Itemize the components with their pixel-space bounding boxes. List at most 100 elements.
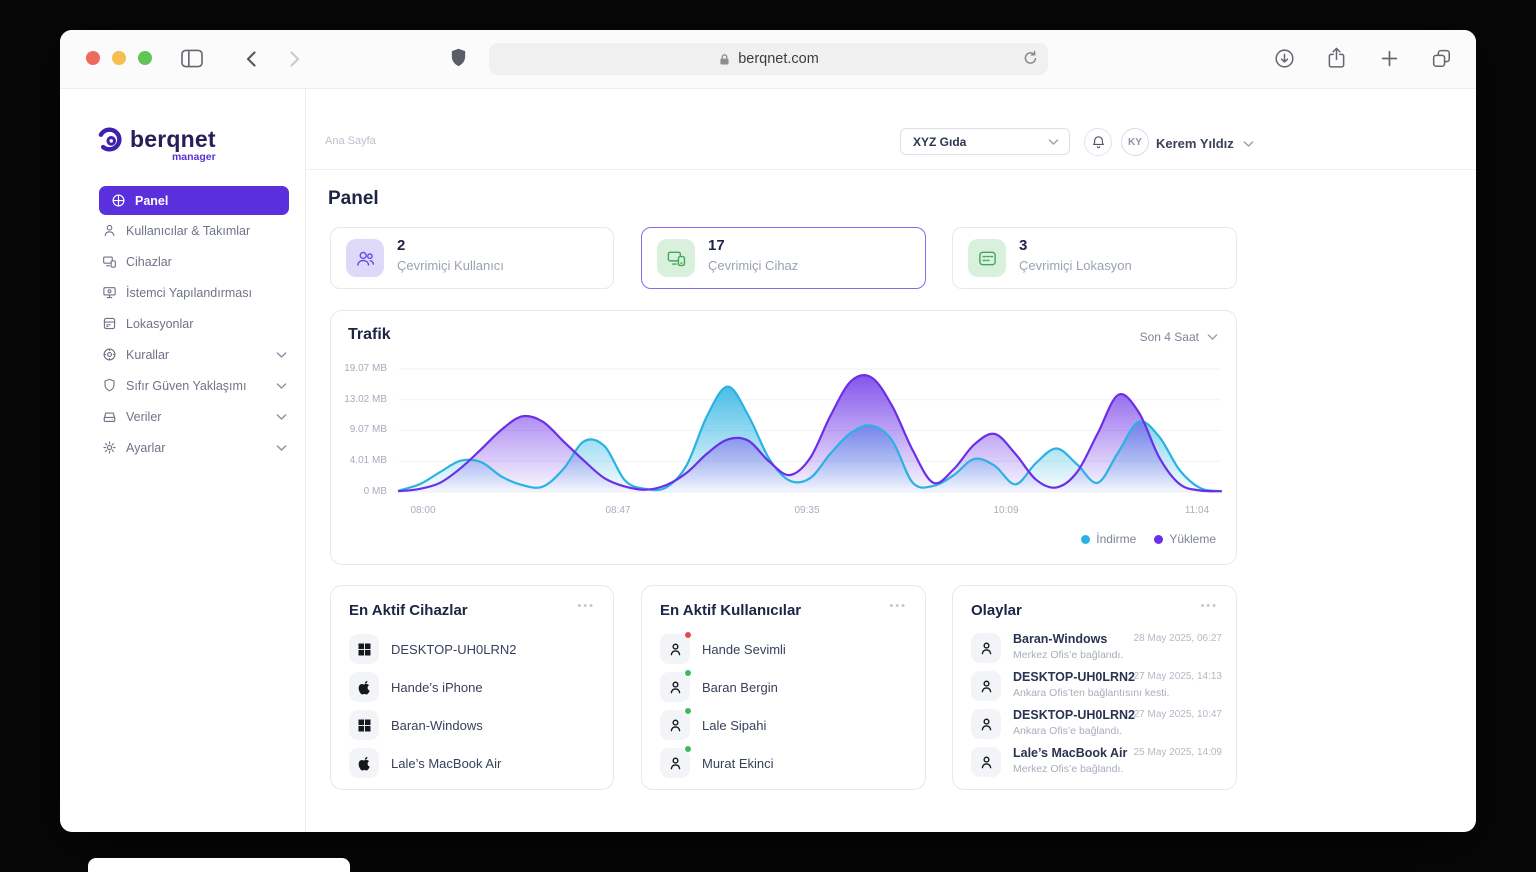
share-icon[interactable] bbox=[1327, 46, 1346, 70]
event-description: Merkez Ofis’e bağlandı. bbox=[1013, 763, 1124, 775]
event-timestamp: 27 May 2025, 10:47 bbox=[1133, 709, 1222, 720]
sidebar-item-label: Kurallar bbox=[126, 347, 170, 362]
url-text: berqnet.com bbox=[738, 51, 819, 67]
avatar[interactable]: KY bbox=[1121, 128, 1149, 156]
device-list-item: Baran-Windows bbox=[349, 706, 599, 744]
reload-icon[interactable] bbox=[1022, 50, 1039, 67]
sidebar-item-locations[interactable]: Lokasyonlar bbox=[99, 308, 289, 339]
person-icon bbox=[660, 669, 692, 702]
sidebar-item-settings[interactable]: Ayarlar bbox=[99, 432, 289, 463]
status-badge bbox=[684, 669, 692, 677]
organization-select[interactable]: XYZ Gıda bbox=[900, 128, 1070, 155]
forward-icon[interactable] bbox=[284, 49, 304, 69]
person-icon bbox=[971, 747, 1001, 777]
event-description: Ankara Ofis’e bağlandı. bbox=[1013, 725, 1123, 737]
sidebar-item-label: Lokasyonlar bbox=[126, 316, 194, 331]
chevron-down-icon bbox=[1048, 138, 1059, 146]
event-description: Ankara Ofis’ten bağlantısını kesti. bbox=[1013, 687, 1170, 699]
more-options-icon[interactable]: ••• bbox=[1200, 600, 1218, 612]
notifications-button[interactable] bbox=[1084, 128, 1112, 156]
back-icon[interactable] bbox=[242, 49, 262, 69]
stat-value: 3 bbox=[1019, 237, 1028, 254]
bell-icon bbox=[1091, 135, 1106, 150]
event-timestamp: 25 May 2025, 14:09 bbox=[1133, 747, 1222, 758]
rules-icon bbox=[102, 347, 117, 362]
status-badge bbox=[684, 631, 692, 639]
avatar-initials: KY bbox=[1128, 136, 1142, 148]
background-window-edge[interactable] bbox=[88, 858, 350, 872]
breadcrumb: Ana Sayfa bbox=[325, 135, 376, 147]
sidebar-item-rules[interactable]: Kurallar bbox=[99, 339, 289, 370]
active-devices-card: En Aktif Cihazlar ••• DESKTOP-UH0LRN2 Ha… bbox=[330, 585, 614, 790]
traffic-card-title: Trafik bbox=[348, 326, 391, 343]
y-axis-tick: 0 MB bbox=[363, 486, 387, 497]
settings-icon bbox=[102, 440, 117, 455]
windows-icon bbox=[349, 634, 379, 664]
new-tab-icon[interactable] bbox=[1380, 49, 1399, 68]
sidebar-toggle-icon[interactable] bbox=[180, 48, 204, 69]
device-list-item: DESKTOP-UH0LRN2 bbox=[349, 630, 599, 668]
time-range-select[interactable]: Son 4 Saat bbox=[1140, 330, 1218, 344]
stat-label: Çevrimiçi Kullanıcı bbox=[397, 258, 504, 273]
event-description: Merkez Ofis’e bağlandı. bbox=[1013, 649, 1124, 661]
berqnet-logo-icon bbox=[96, 126, 123, 153]
minimize-window-button[interactable] bbox=[112, 51, 126, 65]
chevron-down-icon[interactable] bbox=[1243, 140, 1254, 148]
event-list-item: Lale’s MacBook Air Merkez Ofis’e bağland… bbox=[971, 744, 1222, 782]
header-divider bbox=[306, 169, 1476, 170]
sidebar-item-data[interactable]: Veriler bbox=[99, 401, 289, 432]
logo-subtitle: manager bbox=[171, 151, 216, 163]
sidebar-item-client-config[interactable]: İstemci Yapılandırması bbox=[99, 277, 289, 308]
card-title: En Aktif Cihazlar bbox=[349, 602, 468, 619]
card-title: En Aktif Kullanıcılar bbox=[660, 602, 802, 619]
legend-label: İndirme bbox=[1096, 532, 1137, 546]
user-menu[interactable]: Kerem Yıldız bbox=[1156, 136, 1234, 151]
person-icon bbox=[660, 631, 692, 664]
sidebar-item-users-teams[interactable]: Kullanıcılar & Takımlar bbox=[99, 215, 289, 246]
chevron-down-icon bbox=[276, 444, 287, 452]
stat-card-online-users[interactable]: 2 Çevrimiçi Kullanıcı bbox=[330, 227, 614, 289]
stat-value: 2 bbox=[397, 237, 406, 254]
user-list-item: Lale Sipahi bbox=[660, 706, 911, 744]
stat-card-online-devices[interactable]: 17 Çevrimiçi Cihaz bbox=[641, 227, 926, 289]
lock-icon bbox=[718, 53, 731, 66]
stat-card-online-locations[interactable]: 3 Çevrimiçi Lokasyon bbox=[952, 227, 1237, 289]
downloads-icon[interactable] bbox=[1274, 48, 1295, 69]
user-name-text: Baran Bergin bbox=[702, 679, 778, 695]
upload-legend-dot bbox=[1154, 534, 1164, 544]
more-options-icon[interactable]: ••• bbox=[889, 600, 907, 612]
address-bar[interactable]: berqnet.com bbox=[489, 43, 1048, 75]
more-options-icon[interactable]: ••• bbox=[577, 600, 595, 612]
legend-item-download: İndirme bbox=[1081, 532, 1136, 546]
online-devices-icon bbox=[657, 239, 695, 277]
user-list-item: Baran Bergin bbox=[660, 668, 911, 706]
close-window-button[interactable] bbox=[86, 51, 100, 65]
chevron-down-icon bbox=[276, 351, 287, 359]
traffic-card: Trafik Son 4 Saat 19.07 MB 13.02 MB 9.07… bbox=[330, 310, 1237, 565]
x-axis-tick: 09:35 bbox=[794, 505, 820, 516]
user-list-item: Hande Sevimli bbox=[660, 630, 911, 668]
device-list-item: Lale’s MacBook Air bbox=[349, 744, 599, 782]
sidebar-item-devices[interactable]: Cihazlar bbox=[99, 246, 289, 277]
online-users-icon bbox=[346, 239, 384, 277]
sidebar-item-label: Kullanıcılar & Takımlar bbox=[126, 223, 251, 238]
user-list-item: Murat Ekinci bbox=[660, 744, 911, 782]
device-name: Lale’s MacBook Air bbox=[391, 755, 502, 771]
tab-overview-icon[interactable] bbox=[1431, 48, 1452, 69]
event-device: Lale’s MacBook Air bbox=[1013, 746, 1128, 760]
y-axis-tick: 9.07 MB bbox=[349, 424, 387, 435]
device-name: Hande’s iPhone bbox=[391, 679, 483, 695]
sidebar-item-panel[interactable]: Panel bbox=[99, 186, 289, 215]
sidebar-item-label: Ayarlar bbox=[126, 440, 166, 455]
zoom-window-button[interactable] bbox=[138, 51, 152, 65]
user-name-text: Lale Sipahi bbox=[702, 717, 767, 733]
event-device: Baran-Windows bbox=[1013, 632, 1108, 646]
online-locations-icon bbox=[968, 239, 1006, 277]
status-badge bbox=[684, 745, 692, 753]
x-axis-tick: 08:47 bbox=[605, 505, 631, 516]
chevron-down-icon bbox=[276, 382, 287, 390]
sidebar-item-label: Sıfır Güven Yaklaşımı bbox=[126, 378, 247, 393]
sidebar-item-zero-trust[interactable]: Sıfır Güven Yaklaşımı bbox=[99, 370, 289, 401]
chart-legend: İndirme Yükleme bbox=[1081, 532, 1216, 546]
card-title: Olaylar bbox=[971, 602, 1022, 619]
